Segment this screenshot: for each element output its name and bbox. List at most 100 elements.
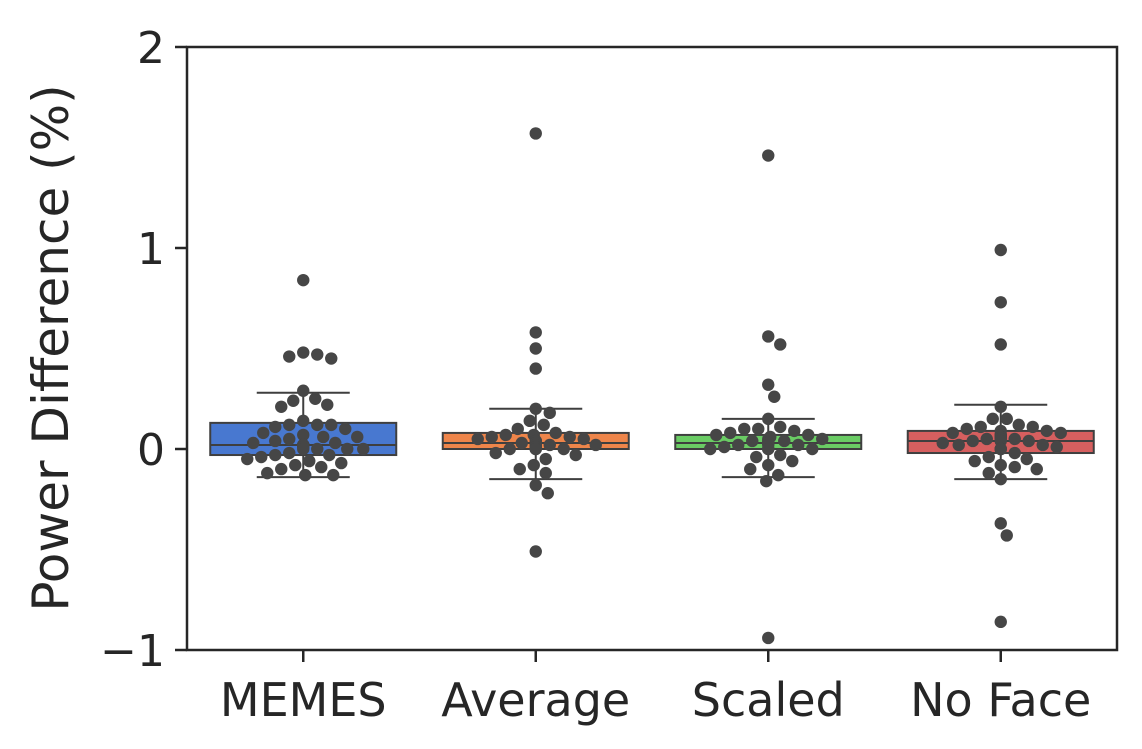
x-tick-label: Average bbox=[441, 673, 630, 727]
y-axis: −1 0 1 2 bbox=[100, 23, 187, 677]
data-point bbox=[968, 454, 981, 468]
data-point bbox=[503, 442, 516, 456]
data-point bbox=[760, 474, 773, 488]
data-point bbox=[269, 420, 282, 434]
data-point bbox=[539, 466, 552, 480]
data-point bbox=[704, 442, 717, 456]
data-point bbox=[772, 468, 785, 482]
data-point bbox=[744, 462, 757, 476]
data-point bbox=[323, 448, 336, 462]
data-point bbox=[325, 352, 338, 365]
data-point bbox=[543, 406, 556, 420]
data-point bbox=[255, 450, 268, 464]
data-point bbox=[746, 434, 759, 448]
data-point bbox=[1022, 434, 1035, 448]
data-point bbox=[311, 418, 324, 432]
x-tick-label: No Face bbox=[910, 673, 1091, 727]
data-point bbox=[275, 400, 288, 413]
data-point bbox=[297, 414, 310, 428]
data-point bbox=[994, 400, 1007, 413]
data-point bbox=[1026, 420, 1039, 434]
data-point bbox=[1054, 426, 1067, 440]
data-point bbox=[529, 442, 542, 456]
data-point bbox=[269, 434, 282, 448]
data-point bbox=[529, 478, 542, 492]
data-point bbox=[946, 426, 959, 440]
data-point bbox=[980, 432, 993, 446]
data-point bbox=[986, 412, 999, 426]
data-point bbox=[762, 442, 775, 456]
data-point bbox=[732, 438, 745, 452]
data-point bbox=[283, 446, 296, 460]
data-point bbox=[1050, 440, 1063, 454]
data-point bbox=[1000, 412, 1013, 426]
data-point bbox=[529, 326, 542, 339]
data-point bbox=[339, 422, 352, 436]
data-point bbox=[311, 442, 324, 456]
data-point bbox=[936, 436, 949, 450]
x-tick-label: MEMES bbox=[220, 673, 387, 727]
data-point bbox=[786, 454, 799, 468]
data-point bbox=[563, 430, 576, 444]
data-point bbox=[515, 436, 528, 450]
data-point bbox=[471, 432, 484, 446]
data-point bbox=[778, 434, 791, 448]
data-point bbox=[762, 458, 775, 472]
data-point bbox=[247, 436, 260, 450]
data-point bbox=[289, 458, 302, 472]
data-point bbox=[1020, 452, 1033, 466]
x-axis: MEMES Average Scaled No Face bbox=[220, 650, 1091, 727]
data-point bbox=[283, 418, 296, 432]
data-point bbox=[577, 432, 590, 446]
data-point bbox=[529, 362, 542, 375]
data-point bbox=[806, 442, 819, 456]
data-point bbox=[1008, 446, 1021, 460]
data-point bbox=[966, 434, 979, 448]
x-tick-label: Scaled bbox=[692, 673, 845, 727]
data-point bbox=[802, 428, 815, 442]
data-point bbox=[718, 440, 731, 454]
data-point bbox=[549, 426, 562, 440]
data-point bbox=[952, 438, 965, 452]
data-point bbox=[792, 438, 805, 452]
y-axis-label: Power Difference (%) bbox=[22, 84, 80, 611]
data-point bbox=[762, 378, 775, 391]
data-point bbox=[317, 430, 330, 444]
data-point bbox=[499, 428, 512, 442]
data-point bbox=[543, 438, 556, 452]
data-point bbox=[529, 127, 542, 140]
data-point bbox=[537, 418, 550, 432]
data-point bbox=[539, 452, 552, 466]
data-point bbox=[982, 450, 995, 464]
data-point bbox=[994, 615, 1007, 629]
data-point bbox=[724, 426, 737, 440]
data-point bbox=[994, 296, 1007, 309]
data-point bbox=[569, 448, 582, 462]
data-point bbox=[541, 487, 554, 500]
data-point bbox=[257, 426, 270, 440]
data-point bbox=[309, 392, 322, 405]
data-point bbox=[994, 338, 1007, 351]
data-point bbox=[297, 273, 310, 287]
data-point bbox=[774, 448, 787, 462]
data-point bbox=[327, 468, 340, 482]
data-point bbox=[269, 448, 282, 462]
data-point bbox=[750, 450, 763, 464]
data-point bbox=[1036, 438, 1049, 452]
data-point bbox=[994, 517, 1007, 530]
data-point bbox=[523, 414, 536, 428]
data-point bbox=[335, 456, 348, 470]
data-point bbox=[297, 346, 310, 359]
data-point bbox=[529, 402, 542, 415]
data-point bbox=[513, 462, 526, 476]
data-point bbox=[960, 422, 973, 436]
data-point bbox=[485, 430, 498, 444]
data-point bbox=[1008, 460, 1021, 474]
data-point bbox=[297, 442, 310, 456]
y-tick-label: 2 bbox=[137, 23, 165, 74]
data-point bbox=[297, 384, 310, 397]
points-layer bbox=[241, 127, 1067, 645]
data-point bbox=[529, 545, 542, 558]
data-point bbox=[527, 458, 540, 472]
data-point bbox=[816, 432, 829, 446]
